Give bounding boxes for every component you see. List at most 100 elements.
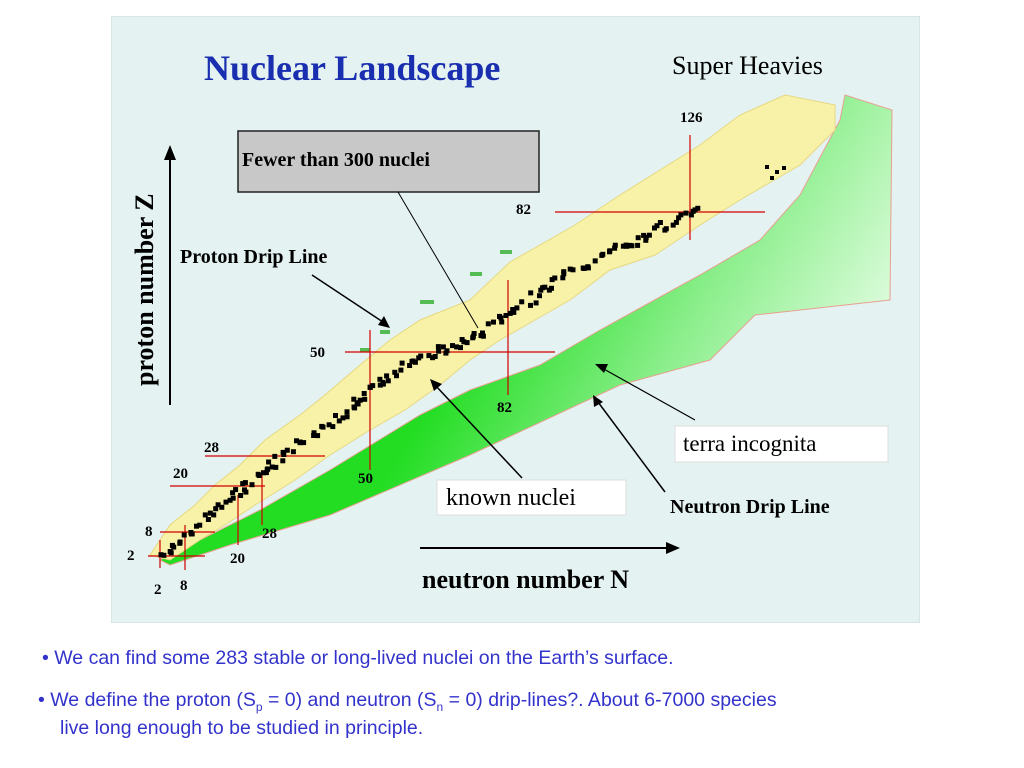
stable-nucleus-square <box>444 348 450 354</box>
stable-nucleus-square <box>519 299 525 305</box>
stable-nucleus-square <box>197 522 203 528</box>
terra-incognita-region <box>158 94 893 566</box>
bullet-item-1: • We can find some 283 stable or long-li… <box>42 644 674 673</box>
stable-nucleus-square <box>344 409 350 415</box>
stable-nucleus-square <box>399 360 405 366</box>
bullet-text: We can find some 283 stable or long-live… <box>54 647 674 669</box>
stable-nucleus-square <box>272 453 278 459</box>
stable-nucleus-square <box>692 207 698 213</box>
bullet-text-part: = 0) drip-lines?. About 6-7000 species <box>443 689 777 711</box>
magic-z8-label: 8 <box>145 524 153 540</box>
stable-nucleus-square <box>607 248 613 254</box>
stable-nucleus-square <box>394 373 399 379</box>
known-nuclei-pointer <box>434 384 523 479</box>
stable-nucleus-square <box>380 381 386 387</box>
stable-nucleus-square <box>635 235 641 241</box>
bullet-text-part: We define the proton (S <box>50 689 256 711</box>
proton-drip-arrowhead <box>378 316 390 328</box>
x-axis-arrowhead <box>666 542 680 554</box>
stable-nucleus-square <box>435 344 441 350</box>
stable-nucleus-square <box>407 363 413 368</box>
stable-nucleus-square <box>238 493 244 498</box>
known-nuclei-box <box>436 479 627 516</box>
stable-nucleus-square <box>612 245 618 251</box>
stable-nucleus-square <box>294 438 299 444</box>
stable-nucleus-square <box>654 223 660 229</box>
stable-nucleus-square <box>629 243 635 249</box>
stable-nucleus-square <box>377 382 383 388</box>
stable-nucleus-square <box>263 470 269 476</box>
stable-nucleus-square <box>205 517 211 522</box>
stable-nucleus-square <box>207 510 213 516</box>
stable-nucleus-square <box>398 367 404 373</box>
stable-nucleus-square <box>440 344 446 350</box>
bullet-item-2-continuation: live long enough to be studied in princi… <box>60 714 423 743</box>
stable-nucleus-square <box>269 464 275 470</box>
x-axis-label: neutron number N <box>422 565 629 594</box>
magic-n20-label: 20 <box>230 551 245 567</box>
stable-nucleus-square <box>503 313 509 318</box>
stable-nucleus-square <box>561 269 567 275</box>
stable-nucleus-square <box>624 243 630 249</box>
stable-nucleus-square <box>643 237 649 243</box>
stable-nucleus-square <box>600 251 606 257</box>
stable-nucleus-square <box>361 391 367 396</box>
subscript-n: n <box>436 699 444 714</box>
stable-nucleus-square <box>552 275 558 281</box>
stable-nucleus-square <box>646 232 652 238</box>
stable-nucleus-square <box>266 459 272 465</box>
stable-nucleus-square <box>409 358 415 364</box>
terra-incognita-pointer <box>601 367 696 421</box>
stable-nucleus-square <box>480 330 485 336</box>
stable-nucleus-square <box>215 502 221 508</box>
stable-nucleus-square <box>612 242 618 248</box>
stable-nucleus-square <box>333 413 338 418</box>
stable-nucleus-square <box>315 433 321 439</box>
magic-n28-label: 28 <box>262 526 277 542</box>
bullet-marker: • <box>42 647 49 669</box>
known-nuclei-region <box>149 94 836 561</box>
stable-nucleus-square <box>570 267 576 273</box>
stable-nucleus-square <box>181 532 187 538</box>
stable-nucleus-square <box>158 552 164 558</box>
stable-nucleus-square <box>581 266 587 271</box>
stable-nucleus-square <box>592 258 598 264</box>
stable-nucleus-square <box>676 215 682 221</box>
stable-nucleus-square <box>436 348 442 354</box>
stable-nucleus-square <box>171 544 177 550</box>
bullet-text: live long enough to be studied in princi… <box>60 717 424 739</box>
stable-nucleus-square <box>354 400 360 406</box>
stable-nucleus-square <box>643 234 649 240</box>
stable-nucleus-square <box>678 212 684 218</box>
stable-nucleus-square <box>412 359 418 365</box>
stable-nucleus-square <box>240 481 246 487</box>
stable-nucleus-square <box>242 487 247 493</box>
figure-title: Nuclear Landscape <box>204 48 500 88</box>
stable-nucleus-square <box>290 449 296 455</box>
known-nuclei-label: known nuclei <box>446 485 576 511</box>
stable-nucleus-square <box>261 470 266 476</box>
stable-nucleus-square <box>211 512 217 518</box>
stable-nucleus-square <box>537 293 542 299</box>
terra-incognita-label: terra incognita <box>683 431 816 456</box>
stable-nucleus-square <box>167 549 173 554</box>
stable-nucleus-square <box>351 396 357 402</box>
stable-nucleus-square <box>507 310 513 316</box>
stable-nucleus-square <box>177 540 183 546</box>
neutron-drip-arrowhead <box>593 395 603 407</box>
magic-n50-label: 50 <box>358 471 373 487</box>
stable-nucleus-square <box>370 383 376 389</box>
stable-nucleus-square <box>189 531 195 537</box>
stable-nucleus-square <box>471 331 477 336</box>
magic-n8-label: 8 <box>180 578 188 594</box>
stable-nucleus-square <box>491 319 496 325</box>
stable-nucleus-square <box>352 405 358 411</box>
stable-nucleus-square <box>297 440 303 446</box>
bullet-marker: • <box>38 689 45 711</box>
stable-nucleus-square <box>284 447 290 453</box>
terra-incognita-arrowhead <box>595 364 608 373</box>
magic-z28-label: 28 <box>204 440 219 456</box>
stable-nucleus-square <box>219 504 225 510</box>
stable-nucleus-square <box>542 284 548 290</box>
nuclear-landscape-figure: Nuclear Landscape Super Heavies Fewer th… <box>111 16 920 623</box>
